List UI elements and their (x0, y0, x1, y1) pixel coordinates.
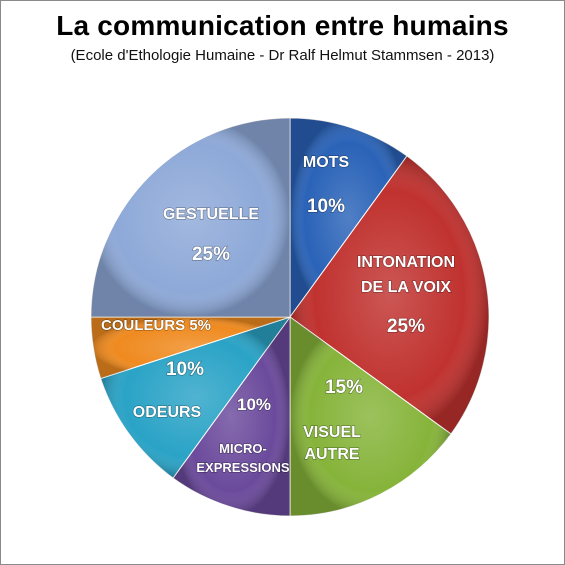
slice-value-label: 10% (166, 359, 204, 380)
slice-label: VISUEL (303, 424, 361, 441)
slice-label: MOTS (303, 154, 350, 171)
chart-title: La communication entre humains (56, 10, 509, 41)
pie-labels: MOTS 10% INTONATION DE LA VOIX 25% VISUEL AUTR… (100, 153, 455, 475)
pie-slice-shading (91, 118, 290, 317)
slice-label: AUTRE (304, 446, 359, 463)
pie-slice-shading (91, 317, 290, 379)
slice-label: EXPRESSIONS (196, 460, 290, 475)
slice-value-label: 10% (237, 395, 271, 414)
slice-label: COULEURS 5% (101, 317, 211, 334)
slice-value-label: 15% (325, 377, 363, 398)
pie-slice-shading (173, 317, 290, 516)
pie-slice-shading (290, 118, 407, 317)
slice-label: ODEURS (133, 404, 202, 421)
pie-slices (90, 117, 490, 517)
pie-slice-shading (290, 317, 451, 516)
pie-slice-shading (290, 156, 489, 434)
chart-subtitle: (Ecole d'Ethologie Humaine - Dr Ralf Hel… (70, 47, 495, 64)
slice-label: GESTUELLE (163, 206, 259, 223)
slice-label: DE LA VOIX (361, 279, 451, 296)
slice-value-label: 10% (307, 196, 345, 217)
slice-value-label: 25% (387, 316, 425, 337)
slice-value-label: 25% (192, 244, 230, 265)
slice-label: MICRO- (219, 441, 267, 456)
slice-label: INTONATION (357, 254, 455, 271)
pie-slice-shading (100, 317, 291, 478)
